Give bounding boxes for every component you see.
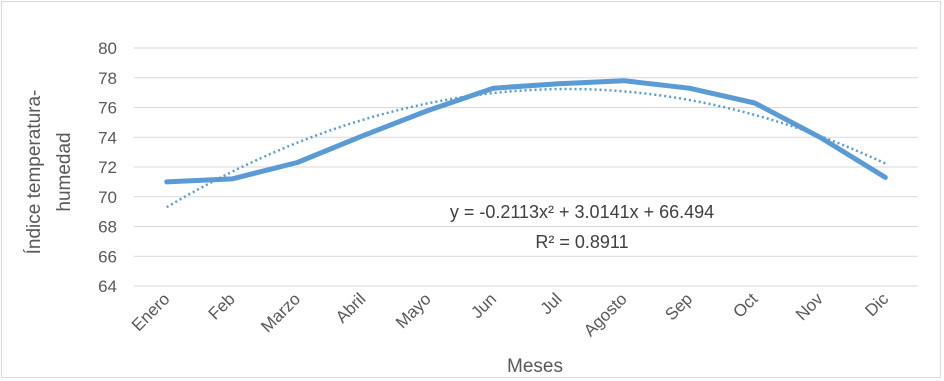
x-tick-label: Jul (537, 289, 566, 318)
y-axis-title-line-2: humedad (54, 132, 75, 211)
data-series (164, 78, 888, 185)
y-axis-ticks: 64 66 68 70 72 74 76 78 80 (98, 39, 117, 296)
y-tick-label: 66 (98, 247, 117, 266)
trendline (166, 87, 886, 209)
x-tick-label: Oct (729, 289, 761, 321)
y-tick-label: 80 (98, 39, 117, 58)
y-tick-label: 64 (98, 277, 117, 296)
x-tick-label: Sep (661, 289, 696, 324)
x-axis-ticks: Enero Feb Marzo Abril Mayo Jun Jul Agosto Sep Oct… (128, 289, 893, 340)
x-tick-label: Nov (792, 289, 827, 324)
y-tick-label: 78 (98, 69, 117, 88)
y-tick-label: 76 (98, 99, 117, 118)
y-tick-label: 68 (98, 218, 117, 237)
x-axis-title: Meses (507, 356, 563, 377)
x-tick-label: Jun (467, 289, 500, 322)
trendline-r-squared: R² = 0.8911 (535, 232, 628, 252)
gridlines (134, 47, 918, 287)
y-tick-label: 70 (98, 188, 117, 207)
x-tick-label: Abril (332, 289, 369, 326)
x-tick-label: Agosto (580, 289, 631, 340)
x-tick-label: Marzo (257, 289, 304, 336)
x-tick-label: Mayo (392, 289, 435, 332)
trendline-path (166, 87, 886, 209)
y-tick-label: 74 (98, 128, 117, 147)
y-tick-label: 72 (98, 158, 117, 177)
trendline-equation: y = -0.2113x² + 3.0141x + 66.494 (450, 202, 714, 222)
x-tick-label: Dic (861, 289, 892, 320)
y-axis-title-line-1: Índice temperatura- (24, 90, 45, 255)
x-tick-label: Enero (128, 289, 174, 335)
series-line (164, 78, 888, 185)
x-tick-label: Feb (205, 289, 239, 323)
